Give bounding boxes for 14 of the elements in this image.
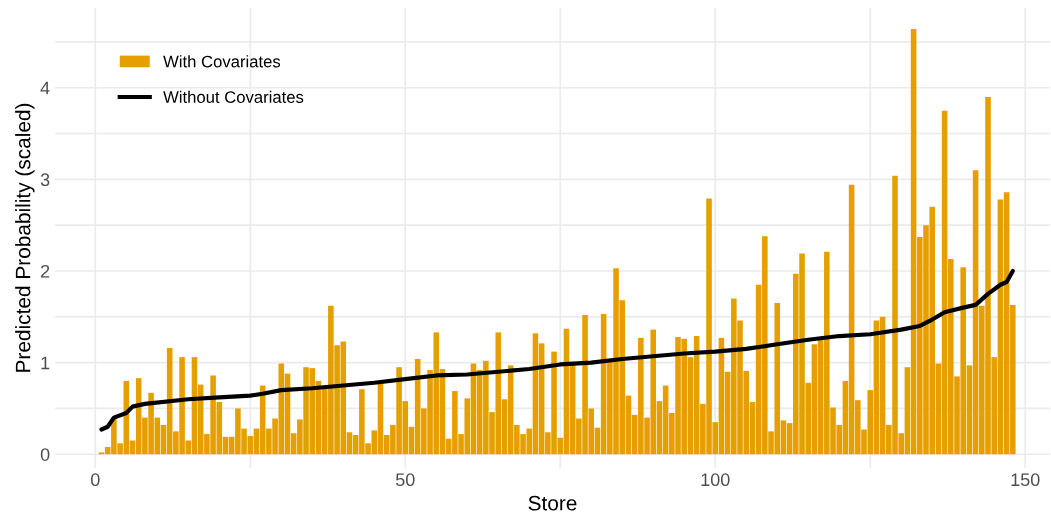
y-tick-label: 0 (40, 448, 50, 461)
x-tick-label: 50 (395, 473, 415, 487)
x-axis-title: Store (528, 495, 577, 511)
x-tick-label: 150 (1011, 473, 1040, 487)
x-tick-label: 100 (701, 473, 730, 487)
y-tick-label: 3 (40, 173, 50, 187)
y-tick-label: 4 (40, 81, 50, 95)
line-series (99, 268, 1015, 432)
legend-label: With Covariates (163, 55, 281, 68)
legend-label: Without Covariates (163, 90, 304, 103)
y-tick-label: 1 (41, 356, 50, 370)
y-axis-title: Predicted Probability (scaled) (15, 103, 35, 372)
y-tick-label: 2 (41, 264, 50, 278)
x-tick-label: 0 (90, 473, 100, 487)
